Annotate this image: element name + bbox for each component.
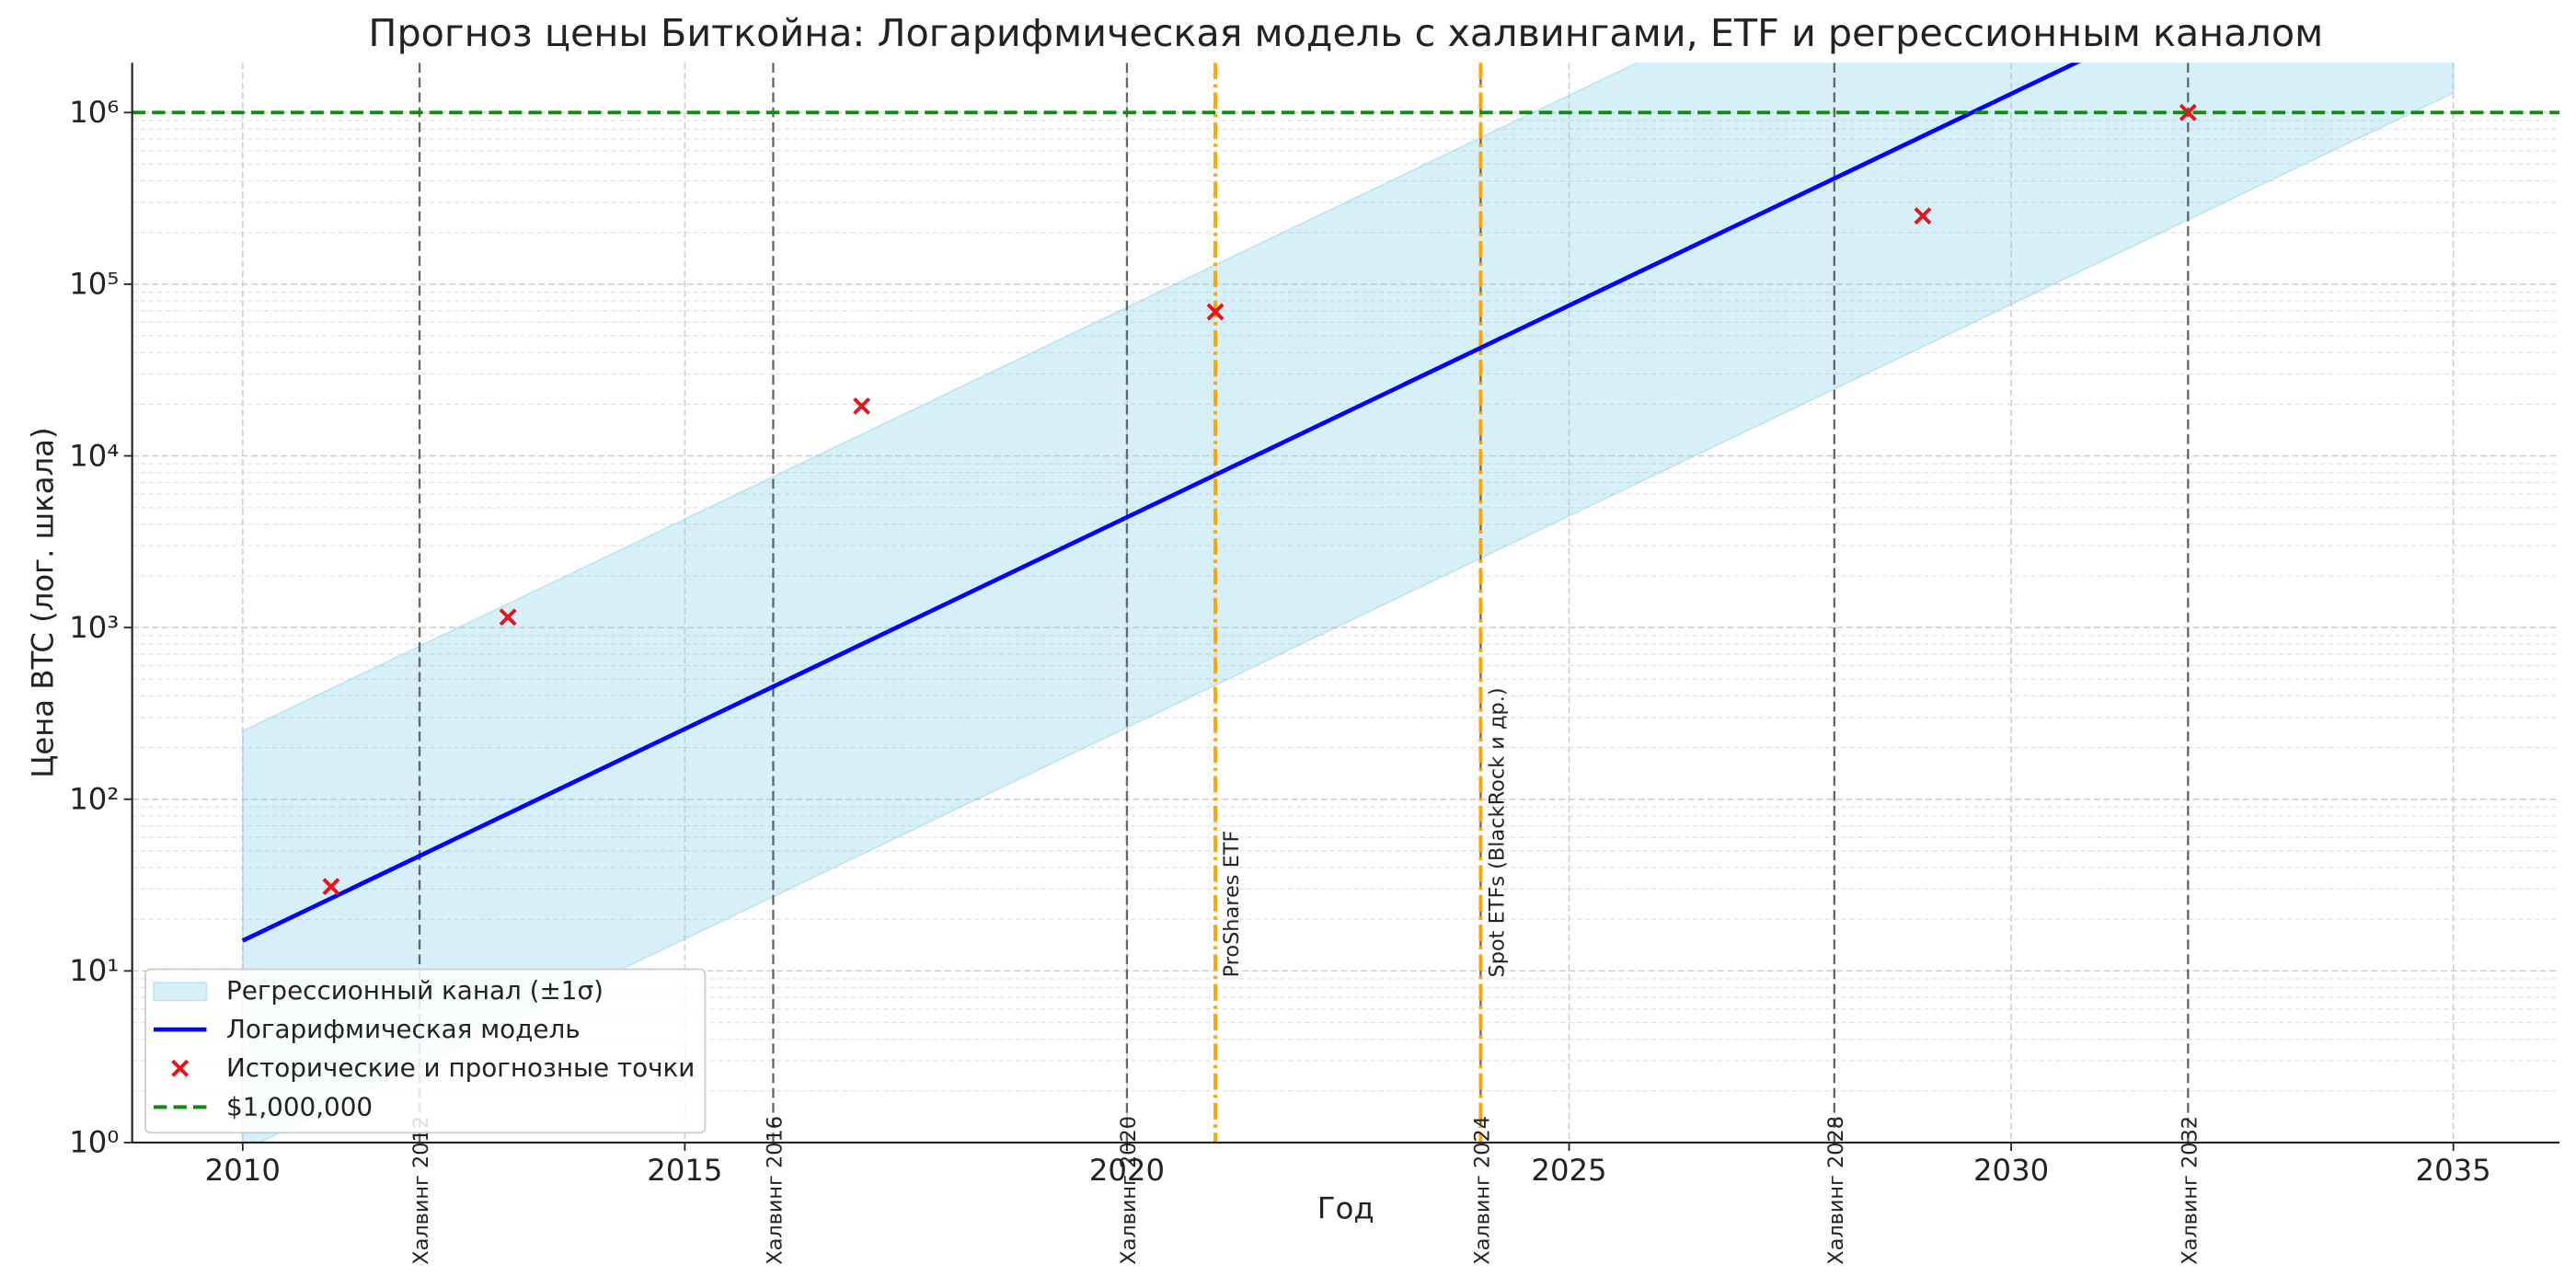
legend-label: Исторические и прогнозные точки [226, 1052, 695, 1083]
data-point [499, 608, 517, 627]
y-tick-label: 10⁴ [69, 438, 119, 473]
halving-label: Халвинг 2024 [1470, 1116, 1494, 1265]
data-point [2179, 103, 2197, 121]
chart-title: Прогноз цены Биткойна: Логарифмическая м… [368, 11, 2323, 55]
etf-label: ProShares ETF [1220, 831, 1244, 978]
halving-label: Халвинг 2020 [1117, 1116, 1141, 1265]
legend-label: $1,000,000 [226, 1091, 373, 1121]
legend-swatch [153, 981, 208, 1002]
data-point [1914, 207, 1932, 225]
etf-label: Spot ETFs (BlackRock и др.) [1486, 687, 1510, 977]
y-tick-label: 10³ [69, 610, 119, 645]
halving-label: Халвинг 2028 [1824, 1116, 1848, 1265]
y-tick-label: 10⁰ [69, 1125, 119, 1160]
x-axis-label: Год [1317, 1191, 1374, 1226]
x-tick-label: 2010 [205, 1153, 281, 1188]
y-tick-label: 10⁵ [69, 267, 119, 302]
y-tick-label: 10² [69, 782, 119, 817]
x-tick-label: 2020 [1089, 1153, 1165, 1188]
data-point [322, 878, 340, 896]
legend-swatch [171, 1059, 190, 1077]
x-tick-label: 2030 [1973, 1153, 2049, 1188]
halving-label: Халвинг 2016 [763, 1116, 787, 1265]
x-tick-label: 2025 [1531, 1153, 1606, 1188]
data-point [853, 397, 871, 415]
legend-label: Логарифмическая модель [226, 1014, 581, 1044]
data-point [1206, 303, 1225, 321]
y-tick-label: 10⁶ [69, 95, 119, 130]
legend: Регрессионный канал (±1σ) Логарифмическая… [144, 968, 707, 1134]
halving-label: Халвинг 2032 [2178, 1116, 2202, 1265]
y-axis-label: Цена BTC (лог. шкала) [26, 427, 61, 777]
x-tick-label: 2015 [647, 1153, 722, 1188]
legend-box [144, 968, 707, 1134]
model-line [241, 63, 2081, 943]
x-tick-label: 2035 [2416, 1153, 2491, 1188]
halving-label: Халвинг 2012 [409, 1116, 433, 1265]
plot-area [132, 63, 2559, 1143]
legend-label: Регрессионный канал (±1σ) [226, 975, 604, 1006]
y-tick-label: 10¹ [69, 953, 119, 988]
